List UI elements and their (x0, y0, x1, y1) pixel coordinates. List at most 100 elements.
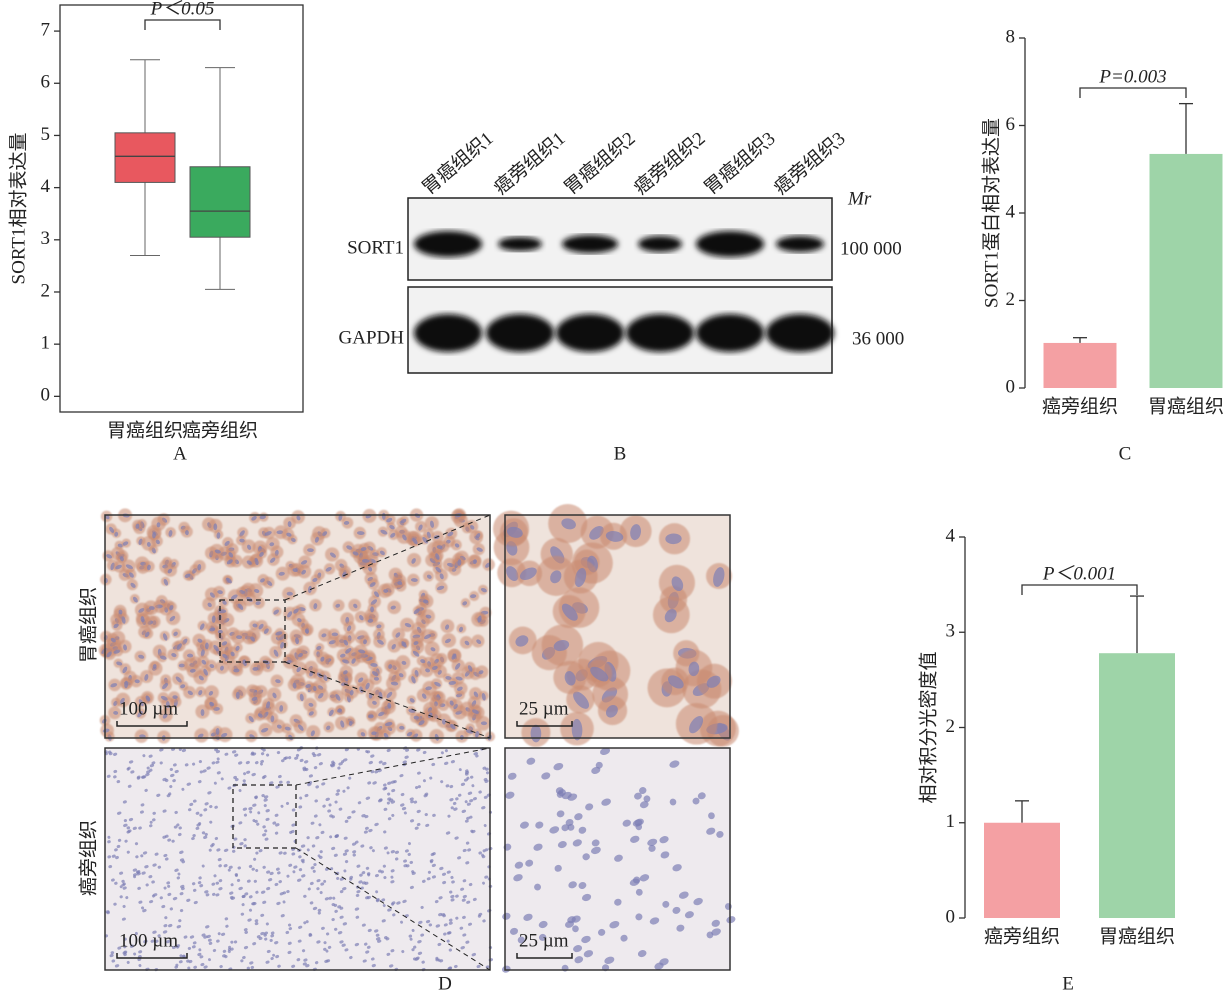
nucleus (444, 638, 451, 644)
nucleus (187, 946, 192, 950)
nucleus (166, 939, 171, 944)
nucleus (126, 960, 130, 964)
nucleus (278, 880, 282, 884)
nucleus (327, 809, 332, 813)
nucleus (485, 767, 489, 771)
nucleus (614, 898, 622, 906)
nucleus (366, 945, 371, 949)
nucleus (365, 682, 370, 690)
nucleus (298, 724, 304, 731)
nucleus (372, 671, 379, 677)
nucleus (406, 731, 413, 737)
nucleus (312, 869, 316, 873)
y-tick-label: 3 (41, 228, 51, 249)
nucleus (298, 653, 303, 658)
nucleus (382, 761, 387, 766)
nucleus (424, 792, 429, 796)
nucleus (643, 795, 651, 803)
nucleus (629, 878, 640, 886)
nucleus (360, 844, 365, 848)
nucleus (217, 590, 223, 595)
nucleus (309, 881, 314, 886)
nucleus (462, 933, 467, 937)
nucleus (222, 949, 227, 953)
nucleus (237, 866, 242, 870)
nucleus (192, 941, 197, 945)
nucleus (242, 779, 246, 783)
nucleus (224, 752, 229, 756)
nucleus (541, 772, 551, 780)
nucleus (411, 871, 416, 875)
nucleus (483, 777, 488, 782)
nucleus (435, 553, 440, 560)
nucleus (387, 817, 392, 821)
nucleus (344, 819, 349, 823)
nucleus (409, 885, 414, 890)
nucleus (327, 945, 332, 949)
nucleus (192, 834, 196, 838)
nucleus (422, 779, 426, 783)
nucleus (403, 859, 407, 863)
nucleus (107, 840, 111, 844)
nucleus (272, 692, 277, 699)
nucleus (481, 806, 486, 810)
nucleus (204, 802, 209, 806)
nucleus (156, 793, 161, 797)
nucleus (464, 819, 469, 823)
nucleus (187, 690, 193, 696)
nucleus (476, 639, 482, 645)
nucleus (388, 664, 393, 669)
nucleus (706, 931, 714, 939)
nucleus (285, 930, 290, 935)
nucleus (635, 823, 643, 831)
scale-bar (516, 721, 573, 727)
nucleus (298, 805, 303, 809)
nucleus (326, 725, 331, 731)
nucleus (239, 530, 245, 537)
nucleus (217, 857, 222, 862)
nucleus (316, 645, 322, 650)
nucleus (252, 819, 256, 823)
nucleus (411, 676, 416, 684)
nucleus (189, 935, 195, 939)
nucleus (439, 573, 444, 580)
nucleus (336, 876, 340, 880)
nucleus (149, 824, 153, 828)
nucleus (298, 855, 302, 859)
nucleus (296, 748, 301, 752)
nucleus (371, 963, 376, 968)
nucleus (600, 747, 611, 755)
nucleus (435, 924, 441, 928)
nucleus (448, 680, 457, 685)
nucleus (248, 908, 253, 912)
nucleus (290, 829, 295, 834)
nucleus (316, 940, 321, 944)
nucleus (115, 564, 122, 570)
nucleus (348, 721, 353, 726)
nucleus (438, 912, 443, 917)
nucleus (393, 780, 397, 784)
nucleus (297, 878, 302, 882)
nucleus (135, 855, 139, 859)
lane-label: 癌旁组织1 (490, 127, 570, 199)
nucleus (301, 569, 307, 575)
nucleus (138, 826, 142, 830)
nucleus (351, 658, 356, 664)
nucleus (390, 880, 395, 884)
nucleus (270, 934, 275, 938)
nucleus (397, 581, 403, 586)
nucleus (106, 774, 111, 778)
nucleus (370, 754, 375, 758)
nucleus (352, 850, 357, 854)
panel-label: A (173, 443, 187, 464)
nucleus (258, 623, 264, 630)
nucleus (561, 791, 572, 800)
nucleus (338, 807, 343, 811)
nucleus (369, 846, 373, 850)
nucleus (113, 775, 117, 779)
nucleus (296, 515, 301, 521)
nucleus (162, 682, 169, 690)
nucleus (373, 676, 379, 681)
nucleus (550, 570, 562, 584)
nucleus (417, 785, 421, 789)
